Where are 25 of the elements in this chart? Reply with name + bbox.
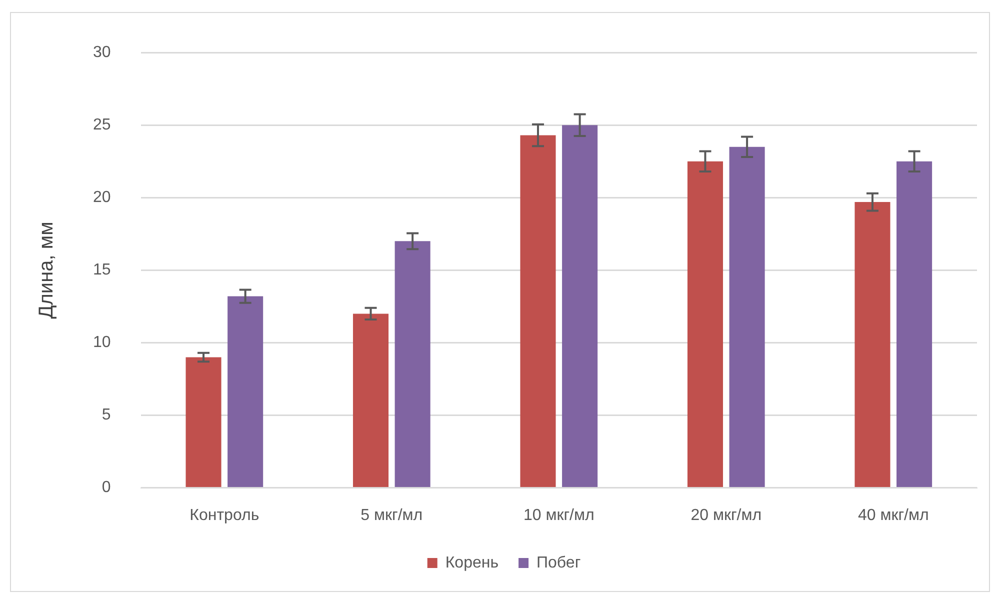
bar: [394, 241, 430, 488]
y-tick-label: 15: [93, 262, 111, 279]
x-tick-label: Контроль: [190, 506, 260, 524]
bar: [729, 146, 765, 488]
y-tick-label: 30: [93, 44, 111, 62]
x-tick-label: 40 мкг/мл: [858, 506, 929, 524]
legend-label: Побег: [536, 554, 581, 572]
x-tick-label: 10 мкг/мл: [523, 506, 594, 524]
bar: [228, 296, 264, 488]
y-axis-title: Длина, мм: [36, 222, 58, 319]
y-tick-label: 0: [102, 479, 111, 496]
bar: [352, 314, 389, 488]
y-tick-label: 25: [93, 116, 111, 134]
x-tick-label: 20 мкг/мл: [690, 506, 762, 524]
bar: [687, 161, 724, 488]
bar: [854, 202, 890, 488]
x-tick-label: 5 мкг/мл: [360, 506, 423, 524]
y-tick-label: 20: [93, 189, 111, 206]
bar: [896, 161, 932, 488]
bar: [520, 135, 556, 488]
y-tick-label: 5: [102, 406, 111, 424]
y-tick-label: 10: [93, 334, 111, 352]
legend-label: Корень: [445, 554, 499, 572]
bar: [562, 125, 598, 488]
bar: [186, 357, 222, 488]
